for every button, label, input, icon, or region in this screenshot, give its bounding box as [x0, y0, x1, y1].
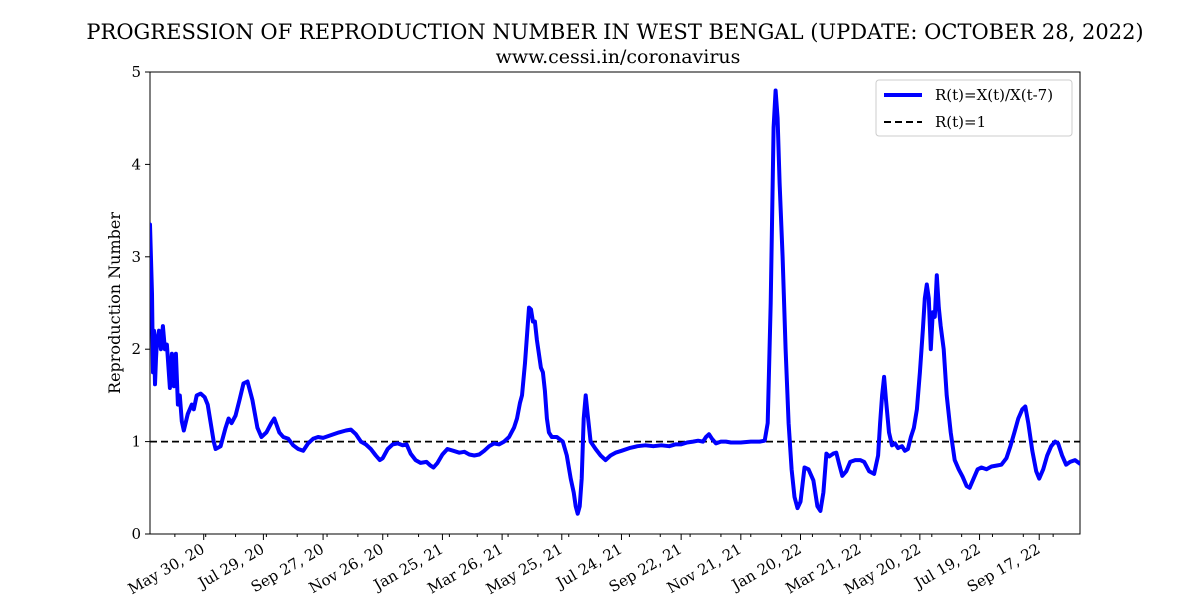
legend-label-rt: R(t)=X(t)/X(t-7): [935, 86, 1053, 104]
legend-box: [875, 79, 1073, 137]
chart-subtitle: www.cessi.in/coronavirus: [496, 46, 741, 68]
y-axis-label: Reproduction Number: [105, 212, 124, 394]
y-tick-label: 5: [131, 63, 141, 81]
legend: R(t)=X(t)/X(t-7) R(t)=1: [875, 79, 1073, 137]
series-line-rt: [150, 88, 1080, 516]
x-tick-label: May 30, 20: [125, 540, 208, 598]
y-tick-label: 2: [131, 340, 141, 358]
y-tick-label: 4: [131, 155, 141, 173]
legend-label-reference: R(t)=1: [935, 113, 986, 131]
series-layer: [150, 88, 1080, 516]
y-tick-label: 3: [131, 248, 141, 266]
y-tick-label: 1: [131, 433, 141, 451]
chart-title: PROGRESSION OF REPRODUCTION NUMBER IN WE…: [86, 20, 1143, 44]
y-tick-label: 0: [131, 525, 141, 543]
y-axis: 0 1 2 3 4 5: [131, 63, 150, 543]
